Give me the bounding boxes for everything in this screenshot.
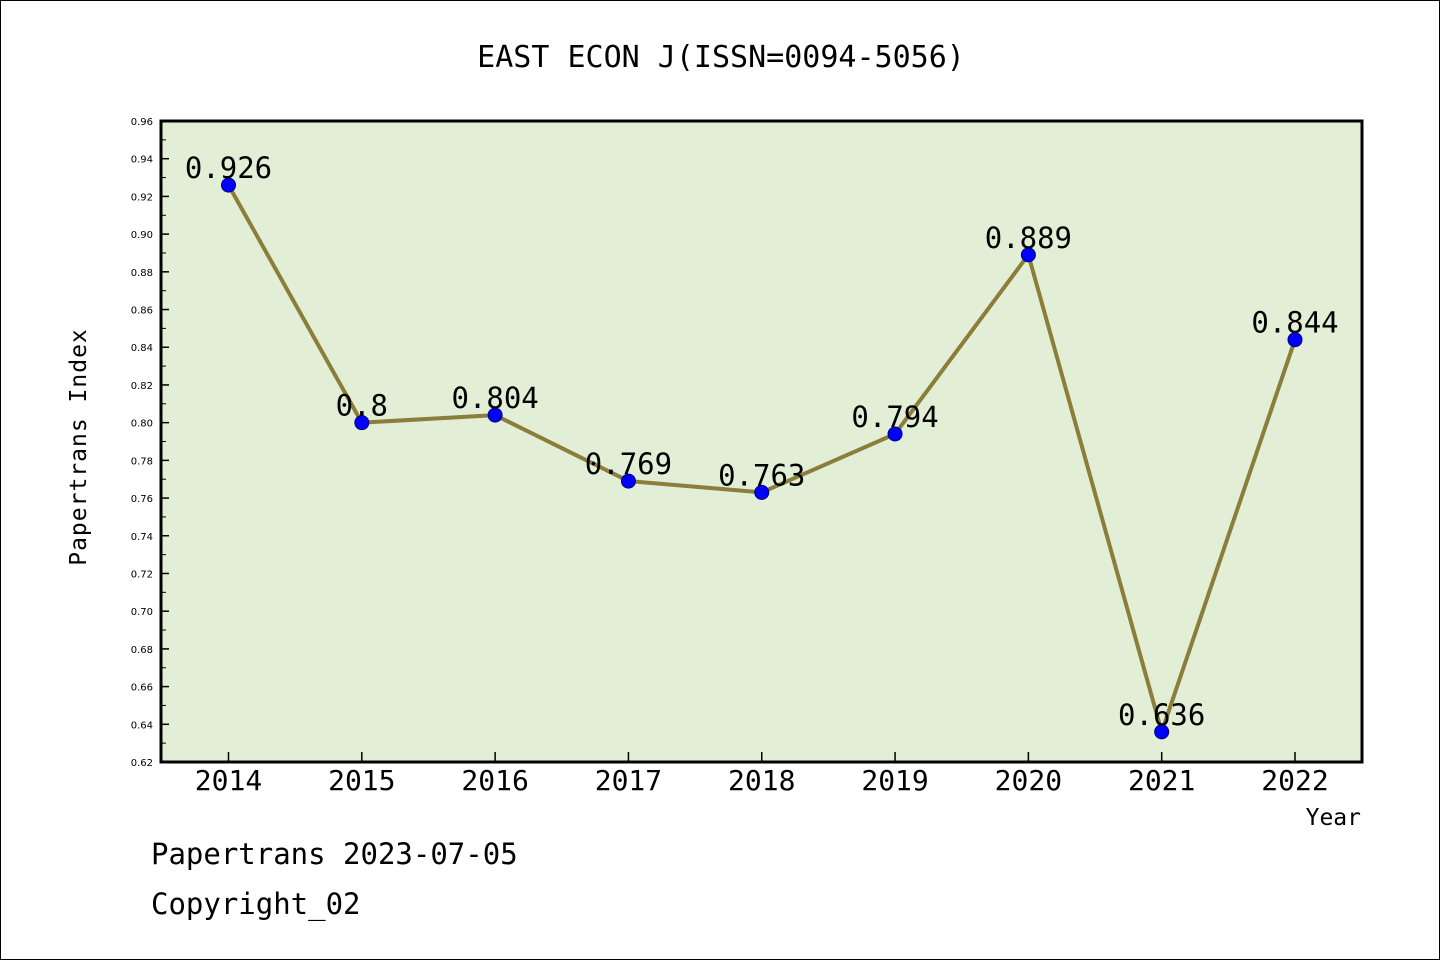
y-tick-label: 0.64 [131, 720, 153, 731]
series-layer [221, 177, 1303, 740]
y-tick-label: 0.74 [131, 532, 153, 543]
y-tick-label: 0.96 [131, 117, 153, 128]
footer-copyright: Copyright_02 [151, 887, 361, 921]
plot-area [159, 119, 1364, 764]
y-tick-label: 0.80 [131, 419, 153, 430]
y-tick-label: 0.70 [131, 607, 153, 618]
x-tick-label: 2015 [328, 764, 395, 797]
data-point [887, 426, 903, 442]
x-tick-label: 2018 [728, 764, 795, 797]
x-tick-label: 2019 [861, 764, 928, 797]
footer-date: Papertrans 2023-07-05 [151, 837, 518, 871]
y-tick-label: 0.76 [131, 494, 153, 505]
x-tick-label: 2017 [595, 764, 662, 797]
x-tick-label: 2016 [461, 764, 528, 797]
y-tick-label: 0.78 [131, 456, 153, 467]
data-point [754, 484, 770, 500]
y-tick-label: 0.94 [131, 155, 153, 166]
y-tick-label: 0.62 [131, 758, 153, 769]
data-label: 0.769 [585, 447, 672, 481]
y-tick-label: 0.82 [131, 381, 153, 392]
x-tick-label: 2014 [195, 764, 262, 797]
data-point [1020, 247, 1036, 263]
y-axis-label: Papertrans Index [66, 328, 92, 566]
data-label: 0.763 [718, 458, 805, 492]
x-tick-label: 2020 [995, 764, 1062, 797]
y-tick-label: 0.68 [131, 645, 153, 656]
data-point [221, 177, 236, 193]
x-axis-label: Year [1306, 805, 1361, 831]
y-tick-label: 0.88 [131, 268, 153, 279]
y-tick-label: 0.92 [131, 192, 153, 203]
data-label: 0.794 [851, 400, 938, 434]
y-axis: 0.62 0.64 0.66 0.68 0.70 0.72 0.74 0.76 0.78 0.80… [131, 117, 169, 769]
data-label: 0.636 [1118, 698, 1205, 732]
data-label: 0.889 [985, 221, 1072, 255]
y-tick-label: 0.84 [131, 343, 153, 354]
data-point [487, 407, 503, 423]
x-axis: 2014 2015 2016 2017 2018 2019 2020 2021 2022 [195, 752, 1329, 797]
data-labels: 0.926 0.8 0.804 0.769 0.763 0.794 0.889 0.636 0.… [185, 151, 1339, 732]
data-label: 0.8 [336, 389, 388, 423]
data-label: 0.804 [451, 381, 538, 415]
x-tick-label: 2021 [1128, 764, 1195, 797]
data-label: 0.844 [1251, 306, 1338, 340]
data-point [354, 415, 370, 431]
y-tick-label: 0.72 [131, 569, 153, 580]
data-point [1287, 332, 1303, 348]
data-point [620, 473, 636, 489]
y-tick-label: 0.90 [131, 230, 153, 241]
chart-title: EAST ECON J(ISSN=0094-5056) [477, 40, 965, 75]
data-point [1154, 724, 1170, 740]
y-tick-label: 0.66 [131, 683, 153, 694]
y-tick-label: 0.86 [131, 306, 153, 317]
data-label: 0.926 [185, 151, 272, 185]
x-tick-label: 2022 [1261, 764, 1328, 797]
